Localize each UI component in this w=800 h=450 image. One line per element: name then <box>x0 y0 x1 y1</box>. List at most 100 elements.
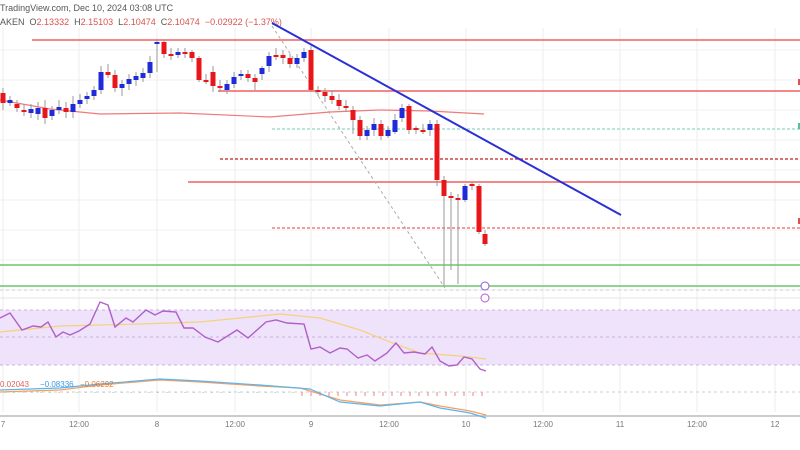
candle-down <box>441 180 447 196</box>
candle-up <box>126 79 132 84</box>
candle-up <box>371 124 377 130</box>
symbol-label: AKEN <box>0 17 25 27</box>
candle-up <box>364 130 370 136</box>
candle-down <box>112 75 118 88</box>
candle-down <box>203 80 209 82</box>
candle-down <box>420 130 426 132</box>
candle-down <box>476 186 482 232</box>
candle-up <box>385 130 391 136</box>
candle-up <box>231 77 237 84</box>
price-edge-marker <box>798 218 800 224</box>
candle-up <box>84 96 90 99</box>
candle-down <box>350 110 356 120</box>
candle-down <box>469 184 475 186</box>
candle-up <box>56 107 62 110</box>
time-tick-label: 12:00 <box>224 420 246 429</box>
open-label: O <box>29 17 37 27</box>
candle-down <box>161 42 167 54</box>
macd-hist-value: 0.02043 <box>0 380 29 389</box>
candle-up <box>7 100 13 103</box>
time-tick-label: 12:00 <box>532 420 554 429</box>
time-tick-label: 12 <box>770 420 780 429</box>
candle-up <box>175 52 181 55</box>
candle-down <box>357 120 363 136</box>
chart-source-line: TradingView.com, Dec 10, 2024 03:08 UTC <box>0 3 174 13</box>
macd-line <box>0 378 487 419</box>
candle-up <box>259 68 265 74</box>
measure-diagonal-line <box>271 25 446 289</box>
candle-up <box>154 42 160 44</box>
change-value: −0.02922 (−1.37%) <box>204 17 282 27</box>
candle-down <box>0 93 6 103</box>
candle-down <box>434 124 440 180</box>
candle-down <box>217 86 223 88</box>
candle-up <box>392 120 398 132</box>
candle-down <box>448 196 454 198</box>
macd-value: −0.08336 <box>40 380 74 389</box>
rsi-line <box>0 301 487 372</box>
time-tick-label: 10 <box>461 420 471 429</box>
low-label: L <box>118 17 124 27</box>
rsi-ma-line <box>0 313 487 360</box>
candle-up <box>266 56 272 66</box>
macd-signal-value: −0.06292 <box>80 380 114 389</box>
event-dividend-icon <box>480 293 490 303</box>
candle-up <box>70 104 76 112</box>
time-tick-label: 8 <box>154 420 160 429</box>
candle-up <box>119 84 125 88</box>
candle-up <box>98 72 104 90</box>
candle-up <box>294 58 300 64</box>
candle-down <box>413 128 419 130</box>
candle-down <box>63 108 69 112</box>
candle-down <box>105 72 111 75</box>
time-tick-label: 7 <box>0 420 6 429</box>
candle-up <box>133 76 139 80</box>
candle-up <box>28 109 34 113</box>
candle-up <box>301 52 307 58</box>
candle-down <box>315 90 321 92</box>
candle-down <box>482 234 488 244</box>
candle-up <box>399 108 405 118</box>
close-value: 2.10474 <box>167 17 200 27</box>
candle-up <box>147 62 153 73</box>
candle-up <box>140 73 146 78</box>
open-value: 2.13332 <box>36 17 70 27</box>
candle-down <box>182 52 188 54</box>
event-plus-icon <box>480 281 490 291</box>
candle-up <box>238 74 244 76</box>
candle-down <box>252 78 258 82</box>
candle-down <box>21 110 27 112</box>
candle-up <box>224 84 230 90</box>
high-value: 2.15103 <box>80 17 114 27</box>
price-edge-marker <box>798 79 800 85</box>
candle-down <box>14 104 20 108</box>
time-tick-label: 12:00 <box>686 420 708 429</box>
candle-down <box>196 58 202 80</box>
time-tick-label: 9 <box>308 420 314 429</box>
candle-down <box>455 198 461 200</box>
candle-up <box>35 108 41 114</box>
price-edge-marker <box>798 123 800 129</box>
candle-down <box>189 52 195 58</box>
candle-down <box>378 124 384 136</box>
candle-down <box>280 55 286 58</box>
low-value: 2.10474 <box>123 17 156 27</box>
candle-down <box>308 50 314 90</box>
candle-down <box>336 100 342 106</box>
time-tick-label: 11 <box>615 420 625 429</box>
close-label: C <box>160 17 168 27</box>
time-tick-label: 12:00 <box>68 420 90 429</box>
candle-down <box>322 92 328 96</box>
time-tick-label: 12:00 <box>378 420 400 429</box>
candle-up <box>91 90 97 96</box>
candle-down <box>343 106 349 108</box>
candle-down <box>42 108 48 118</box>
candle-down <box>287 58 293 64</box>
candle-up <box>462 186 468 200</box>
candle-down <box>210 72 216 86</box>
candle-down <box>329 96 335 100</box>
candle-down <box>273 55 279 57</box>
candle-up <box>77 100 83 104</box>
ohlc-legend: AKEN O2.13332 H2.15103 L2.10474 C2.10474… <box>0 17 282 27</box>
